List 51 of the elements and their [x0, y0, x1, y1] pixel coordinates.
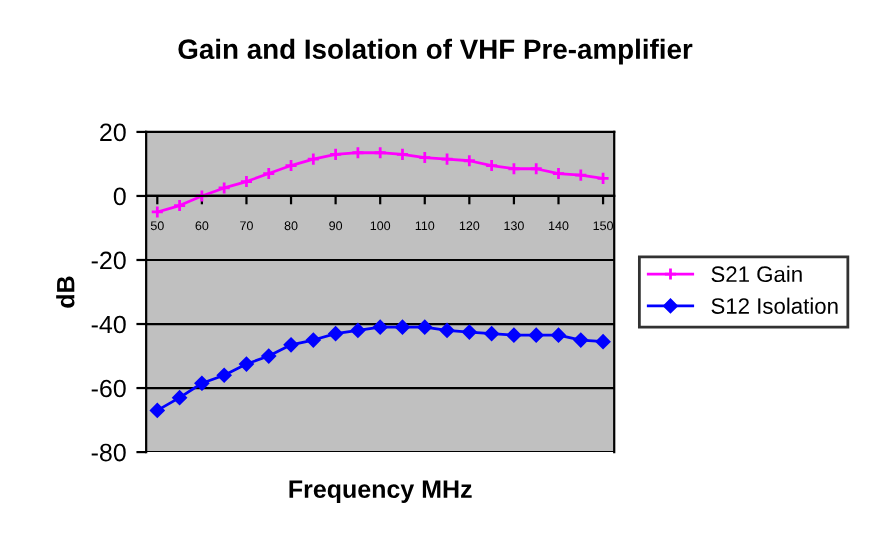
point [440, 152, 454, 167]
point [239, 356, 254, 372]
point [395, 147, 410, 162]
point [551, 327, 566, 343]
point [439, 323, 455, 338]
point [172, 198, 187, 213]
point [573, 332, 589, 348]
point [484, 326, 499, 341]
point [528, 327, 544, 343]
point [261, 348, 277, 364]
point [172, 390, 187, 405]
point [462, 153, 477, 168]
point [462, 324, 477, 340]
point [417, 150, 432, 165]
y-tick-label: -40 [91, 315, 126, 334]
x-axis-title: Frequency MHz [289, 480, 472, 503]
chart-title: Gain and Isolation of VHF Pre-amplifier [178, 38, 693, 65]
point [506, 161, 521, 176]
y-axis-title: dB [56, 276, 75, 308]
point [306, 152, 321, 167]
point [194, 375, 210, 391]
point [328, 147, 343, 162]
point [529, 161, 544, 176]
point [328, 326, 343, 341]
point [350, 323, 366, 338]
point [150, 403, 165, 418]
point [417, 319, 433, 335]
point [372, 319, 388, 335]
legend-label: S12 Isolation [711, 297, 838, 314]
point [261, 166, 276, 181]
point [350, 145, 365, 160]
point [395, 319, 410, 335]
legend-label: S21 Gain [711, 265, 802, 283]
point [284, 158, 298, 173]
point [595, 334, 611, 349]
point [239, 174, 254, 189]
y-tick-label: 0 [113, 187, 126, 206]
point [551, 166, 566, 181]
point [573, 168, 588, 183]
point [373, 145, 388, 160]
y-tick-label: -60 [91, 379, 126, 398]
point [217, 181, 232, 195]
point [194, 189, 209, 203]
point [484, 158, 499, 173]
point [283, 337, 299, 353]
point [306, 332, 321, 348]
point [216, 367, 232, 383]
y-tick-label: -20 [91, 251, 126, 270]
point [506, 327, 522, 343]
y-tick-label: -80 [91, 443, 126, 462]
y-tick-label: 20 [100, 123, 126, 142]
